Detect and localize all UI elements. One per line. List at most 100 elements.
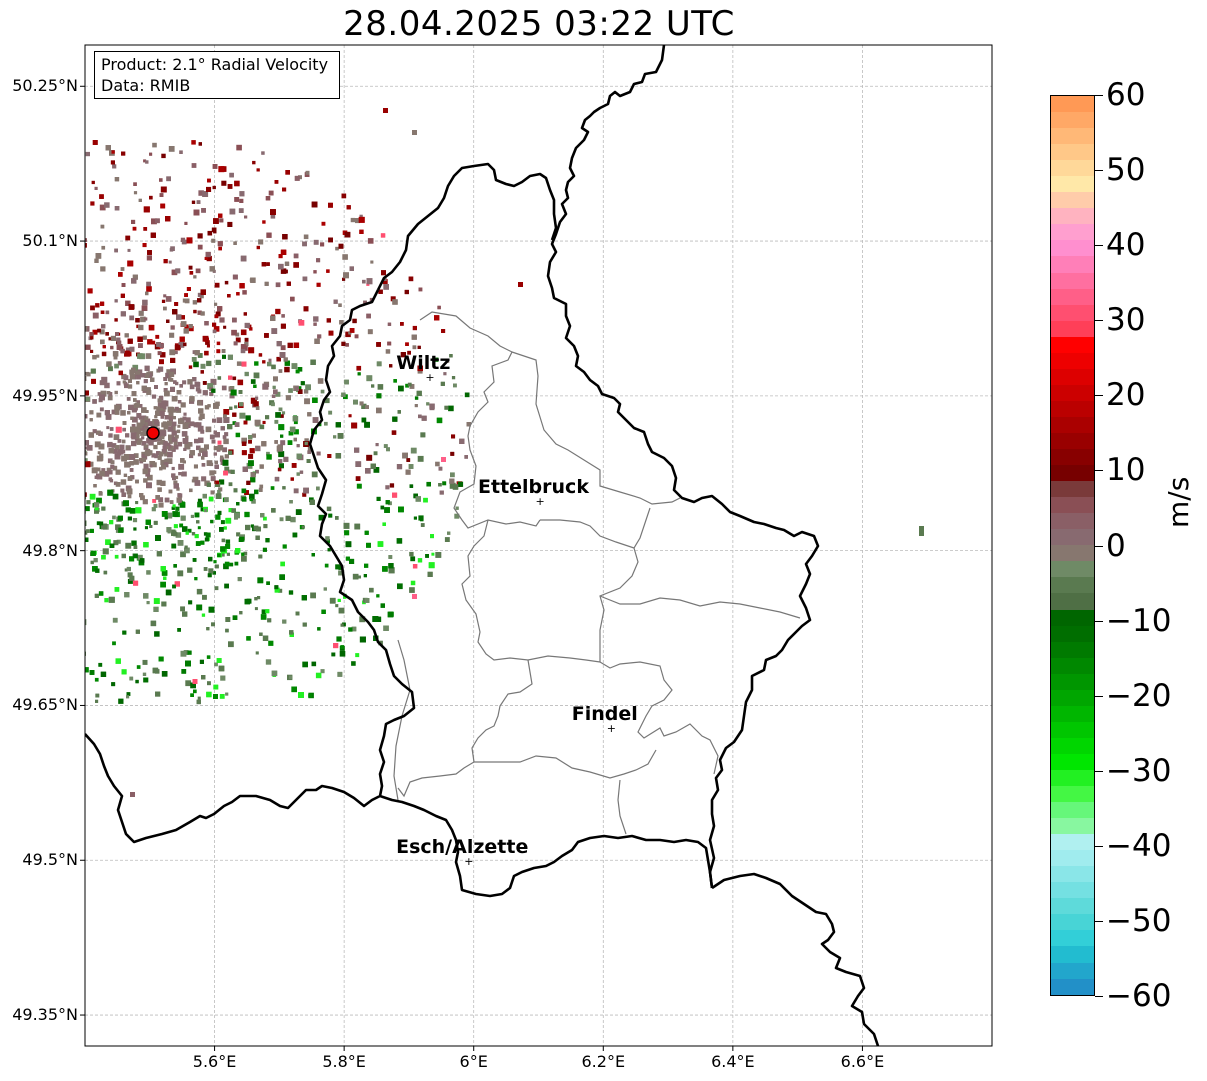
colorbar-segment <box>1051 577 1094 594</box>
radar-site-marker <box>146 426 160 440</box>
colorbar-tick-label: 60 <box>1106 77 1146 113</box>
colorbar-segment <box>1051 465 1094 482</box>
colorbar-segment <box>1051 753 1094 770</box>
colorbar-segment <box>1051 513 1094 530</box>
lon-tick-label: 5.6°E <box>192 1052 237 1071</box>
lon-tick-label: 6.6°E <box>840 1052 885 1071</box>
colorbar-segment <box>1051 914 1094 931</box>
product-info-box: Product: 2.1° Radial Velocity Data: RMIB <box>94 51 340 99</box>
lat-tick-label: 50.1°N <box>22 231 78 251</box>
city-label: Findel <box>571 703 638 726</box>
colorbar-segment <box>1051 705 1094 722</box>
colorbar-segment <box>1051 497 1094 514</box>
colorbar-tick <box>1095 170 1103 172</box>
colorbar-segment <box>1051 224 1094 241</box>
colorbar-segment <box>1051 96 1094 113</box>
colorbar-segment <box>1051 160 1094 177</box>
colorbar-segment <box>1051 368 1094 385</box>
colorbar-tick-label: −30 <box>1106 752 1172 789</box>
colorbar-segment <box>1051 898 1094 915</box>
lon-tick-label: 6°E <box>459 1052 488 1071</box>
canton-boundaries <box>393 311 801 835</box>
colorbar-tick <box>1095 770 1103 772</box>
lat-tick-label: 49.35°N <box>12 1005 78 1025</box>
colorbar-segment <box>1051 593 1094 610</box>
colorbar-segment <box>1051 144 1094 161</box>
colorbar-unit-label: m/s <box>1162 476 1195 528</box>
colorbar-segment <box>1051 689 1094 706</box>
colorbar-segment <box>1051 866 1094 883</box>
colorbar-segment <box>1051 432 1094 450</box>
colorbar-segment <box>1051 818 1094 835</box>
colorbar-tick-label: 30 <box>1106 302 1146 339</box>
colorbar-tick <box>1095 320 1103 322</box>
colorbar-segment <box>1051 625 1094 642</box>
colorbar-segment <box>1051 352 1094 369</box>
colorbar-tick-label: −60 <box>1106 978 1172 1014</box>
colorbar-segment <box>1051 128 1094 145</box>
colorbar-tick-label: −20 <box>1106 677 1172 714</box>
city-marker: + <box>606 722 616 736</box>
colorbar-segment <box>1051 272 1094 289</box>
colorbar-segment <box>1051 786 1094 803</box>
colorbar-tick <box>1095 95 1103 96</box>
colorbar-segment <box>1051 112 1094 129</box>
colorbar-segment <box>1051 529 1094 546</box>
colorbar-segment <box>1051 657 1094 674</box>
colorbar-segment <box>1051 769 1094 787</box>
colorbar-tick <box>1095 395 1103 397</box>
colorbar-segment <box>1051 416 1094 433</box>
colorbar-tick <box>1095 620 1103 622</box>
lat-tick-label: 49.8°N <box>22 540 78 560</box>
colorbar-segment <box>1051 673 1094 690</box>
colorbar-tick <box>1095 245 1103 247</box>
colorbar-segment <box>1051 449 1094 466</box>
data-source-label: Data: RMIB <box>101 76 191 95</box>
city-label: Ettelbruck <box>478 476 589 499</box>
colorbar-segment <box>1051 240 1094 257</box>
lat-tick-label: 49.65°N <box>12 695 78 715</box>
colorbar-segment <box>1051 288 1094 305</box>
colorbar-segment <box>1051 384 1094 401</box>
colorbar-tick <box>1095 695 1103 697</box>
colorbar-tick-label: −10 <box>1106 602 1172 639</box>
colorbar-tick-label: 40 <box>1106 227 1146 264</box>
lon-tick-label: 6.2°E <box>581 1052 626 1071</box>
colorbar-segment <box>1051 208 1094 225</box>
colorbar-tick-label: 20 <box>1106 377 1146 414</box>
colorbar-segment <box>1051 320 1094 337</box>
city-marker: + <box>425 371 435 385</box>
colorbar-segment <box>1051 721 1094 738</box>
city-label: Esch/Alzette <box>396 836 529 859</box>
city-marker: + <box>535 495 545 509</box>
colorbar-tick-label: 0 <box>1106 527 1126 564</box>
colorbar-segment <box>1051 737 1094 754</box>
lat-tick-label: 49.5°N <box>22 850 78 870</box>
colorbar-tick-label: 10 <box>1106 452 1146 489</box>
colorbar-segment <box>1051 400 1094 417</box>
radar-echo-layer <box>85 108 924 797</box>
colorbar-tick <box>1095 470 1103 472</box>
colorbar-tick <box>1095 545 1103 547</box>
colorbar-segment <box>1051 834 1094 851</box>
colorbar-tick-label: −40 <box>1106 827 1172 864</box>
product-label: Product: 2.1° Radial Velocity <box>101 55 329 74</box>
colorbar-segment <box>1051 850 1094 867</box>
colorbar-segment <box>1051 641 1094 658</box>
colorbar-segment <box>1051 561 1094 578</box>
colorbar-segment <box>1051 336 1094 353</box>
colorbar-segment <box>1051 802 1094 819</box>
colorbar-tick <box>1095 996 1103 997</box>
colorbar-segment <box>1051 256 1094 273</box>
lat-tick-label: 50.25°N <box>12 76 78 96</box>
colorbar-segment <box>1051 882 1094 899</box>
country-borders <box>85 45 880 1046</box>
colorbar-segment <box>1051 609 1094 626</box>
map-gridlines <box>85 45 992 1046</box>
colorbar-segment <box>1051 481 1094 498</box>
colorbar-tick-label: 50 <box>1106 152 1146 189</box>
colorbar-segment <box>1051 962 1094 979</box>
velocity-colorbar <box>1050 95 1095 996</box>
colorbar-segment <box>1051 930 1094 947</box>
